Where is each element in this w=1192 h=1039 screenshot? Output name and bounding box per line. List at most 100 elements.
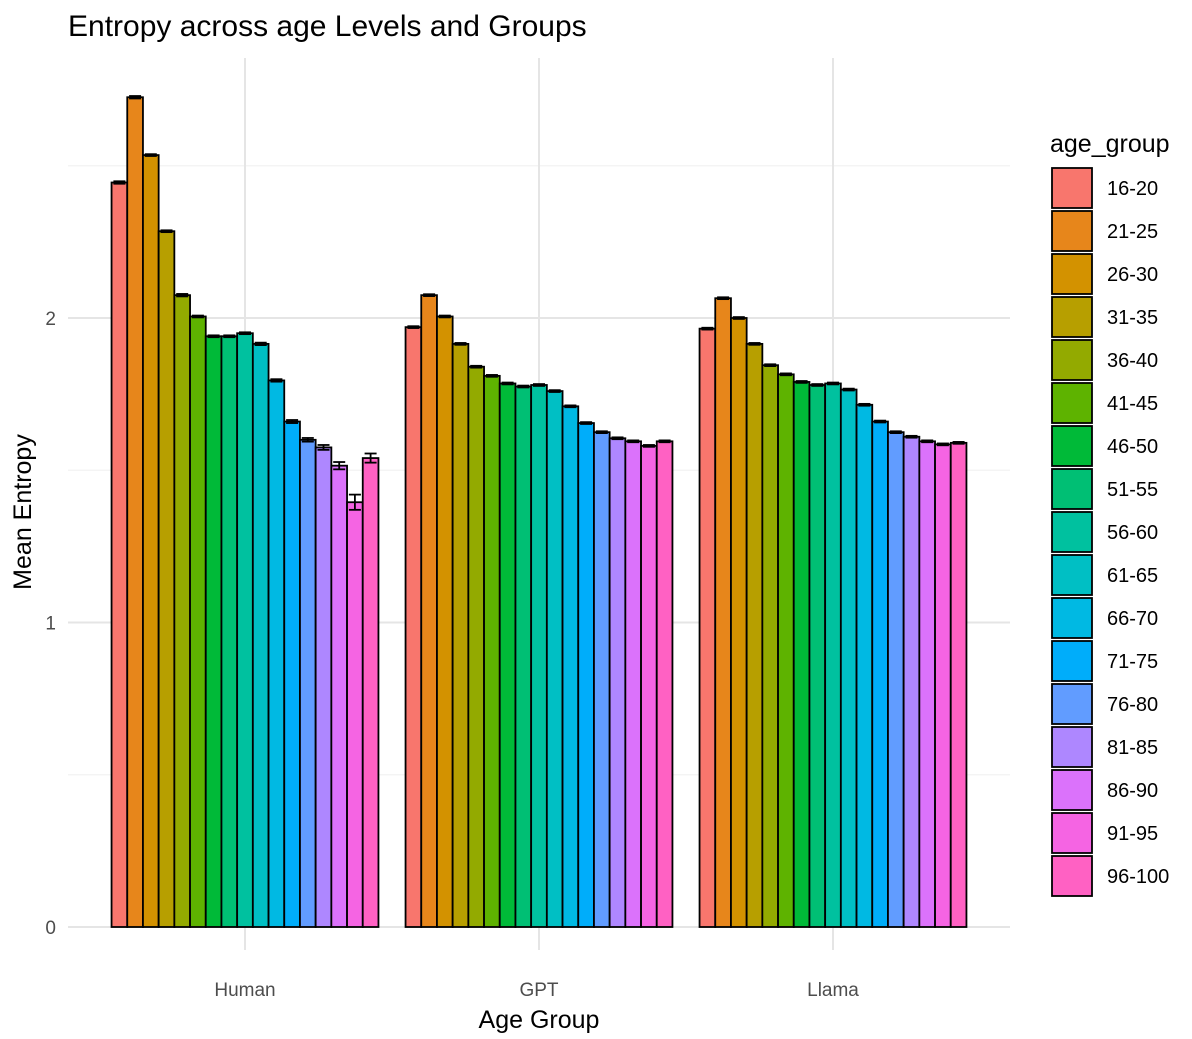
bar-gpt-71-75 — [577, 422, 595, 928]
legend-key — [1051, 511, 1093, 553]
bar-llama-71-75 — [871, 420, 889, 928]
bar-human-51-55 — [220, 335, 239, 928]
bar-human-91-95 — [346, 501, 364, 928]
legend-label: 31-35 — [1107, 307, 1158, 329]
legend-key — [1051, 726, 1093, 768]
bar-gpt-61-65 — [545, 390, 564, 928]
bar-llama-16-20 — [698, 327, 717, 928]
error-bar-llama-41-45 — [779, 372, 792, 377]
error-bar-gpt-91-95 — [642, 444, 655, 448]
legend-key — [1051, 339, 1093, 381]
legend-item-31-35: 31-35 — [1051, 296, 1158, 338]
legend-key — [1051, 554, 1093, 596]
y-tick-label: 1 — [45, 614, 56, 635]
bar-llama-76-80 — [887, 431, 905, 928]
error-bar-gpt-56-60 — [533, 383, 545, 387]
error-bar-llama-21-25 — [717, 296, 730, 301]
error-bar-llama-91-95 — [936, 442, 949, 447]
bar-human-16-20 — [110, 181, 129, 928]
bar-gpt-96-100 — [655, 440, 674, 928]
legend-item-46-50: 46-50 — [1051, 425, 1158, 467]
error-bar-gpt-36-40 — [470, 364, 483, 369]
error-bar-llama-66-70 — [858, 402, 871, 407]
bar-llama-51-55 — [808, 384, 827, 928]
bar-llama-56-60 — [824, 382, 842, 928]
x-axis-ticks: Human GPT Llama — [214, 980, 859, 1001]
bar-gpt-41-45 — [483, 374, 501, 928]
legend-key — [1051, 253, 1093, 295]
legend-key — [1051, 425, 1093, 467]
error-bar-gpt-21-25 — [423, 293, 436, 297]
legend-item-61-65: 61-65 — [1051, 554, 1158, 596]
bar-llama-81-85 — [902, 435, 921, 928]
bar-gpt-21-25 — [420, 294, 438, 928]
x-tick-label-gpt: GPT — [519, 980, 558, 1001]
legend-key — [1051, 855, 1093, 897]
legend-item-86-90: 86-90 — [1051, 769, 1158, 811]
error-bar-human-81-85 — [317, 444, 330, 451]
legend-item-71-75: 71-75 — [1051, 640, 1158, 682]
error-bar-llama-81-85 — [905, 434, 918, 439]
legend-label: 41-45 — [1107, 393, 1158, 415]
legend-item-81-85: 81-85 — [1051, 726, 1158, 768]
bar-llama-36-40 — [761, 364, 779, 928]
bar-llama-31-35 — [745, 342, 764, 928]
bar-human-36-40 — [173, 294, 191, 928]
legend-title: age_group — [1050, 130, 1170, 158]
bar-gpt-16-20 — [404, 326, 423, 928]
legend-item-21-25: 21-25 — [1051, 210, 1158, 252]
error-bar-human-91-95 — [348, 493, 361, 511]
legend-key — [1051, 468, 1093, 510]
error-bar-human-51-55 — [223, 334, 236, 339]
x-tick-label-llama: Llama — [807, 980, 859, 1001]
error-bar-gpt-71-75 — [580, 421, 593, 425]
legend-item-66-70: 66-70 — [1051, 597, 1158, 639]
legend-label: 76-80 — [1107, 694, 1158, 716]
legend-label: 66-70 — [1107, 608, 1158, 630]
legend-item-51-55: 51-55 — [1051, 468, 1158, 510]
bar-human-86-90 — [330, 464, 348, 928]
bar-llama-46-50 — [792, 381, 811, 928]
legend-item-91-95: 91-95 — [1051, 812, 1158, 854]
error-bar-llama-76-80 — [889, 430, 902, 435]
error-bar-gpt-26-30 — [438, 314, 451, 319]
legend-label: 21-25 — [1107, 221, 1158, 243]
bar-gpt-51-55 — [514, 385, 533, 928]
error-bar-human-66-70 — [270, 378, 283, 383]
error-bar-llama-86-90 — [921, 439, 934, 444]
legend-label: 46-50 — [1107, 436, 1158, 458]
error-bar-human-36-40 — [176, 293, 189, 298]
chart-title: Entropy across age Levels and Groups — [68, 10, 587, 43]
x-tick-label-human: Human — [214, 980, 275, 1001]
bar-llama-61-65 — [839, 388, 858, 928]
bar-human-66-70 — [267, 379, 286, 928]
error-bar-gpt-76-80 — [595, 430, 608, 435]
error-bar-llama-96-100 — [952, 441, 965, 445]
bar-human-31-35 — [157, 230, 176, 928]
error-bar-human-86-90 — [333, 461, 346, 471]
legend-key — [1051, 769, 1093, 811]
error-bar-llama-16-20 — [701, 326, 714, 331]
error-bar-llama-36-40 — [764, 363, 777, 368]
bar-human-41-45 — [189, 315, 207, 928]
error-bar-gpt-61-65 — [548, 389, 561, 393]
bar-llama-26-30 — [730, 317, 748, 928]
legend-label: 36-40 — [1107, 350, 1158, 372]
bar-human-76-80 — [299, 438, 317, 928]
y-tick-label: 0 — [45, 918, 56, 939]
error-bar-human-21-25 — [129, 95, 142, 100]
bar-gpt-46-50 — [498, 382, 517, 928]
bar-gpt-36-40 — [467, 365, 485, 928]
bar-human-96-100 — [361, 457, 380, 928]
error-bar-human-56-60 — [239, 331, 251, 336]
error-bar-gpt-96-100 — [658, 439, 671, 444]
error-bar-human-46-50 — [207, 334, 220, 339]
y-tick-label: 2 — [45, 309, 56, 330]
legend-label: 81-85 — [1107, 737, 1158, 759]
legend-item-16-20: 16-20 — [1051, 167, 1158, 209]
legend-key — [1051, 210, 1093, 252]
bar-llama-96-100 — [949, 441, 968, 928]
legend-item-36-40: 36-40 — [1051, 339, 1158, 381]
error-bar-gpt-16-20 — [407, 325, 420, 329]
